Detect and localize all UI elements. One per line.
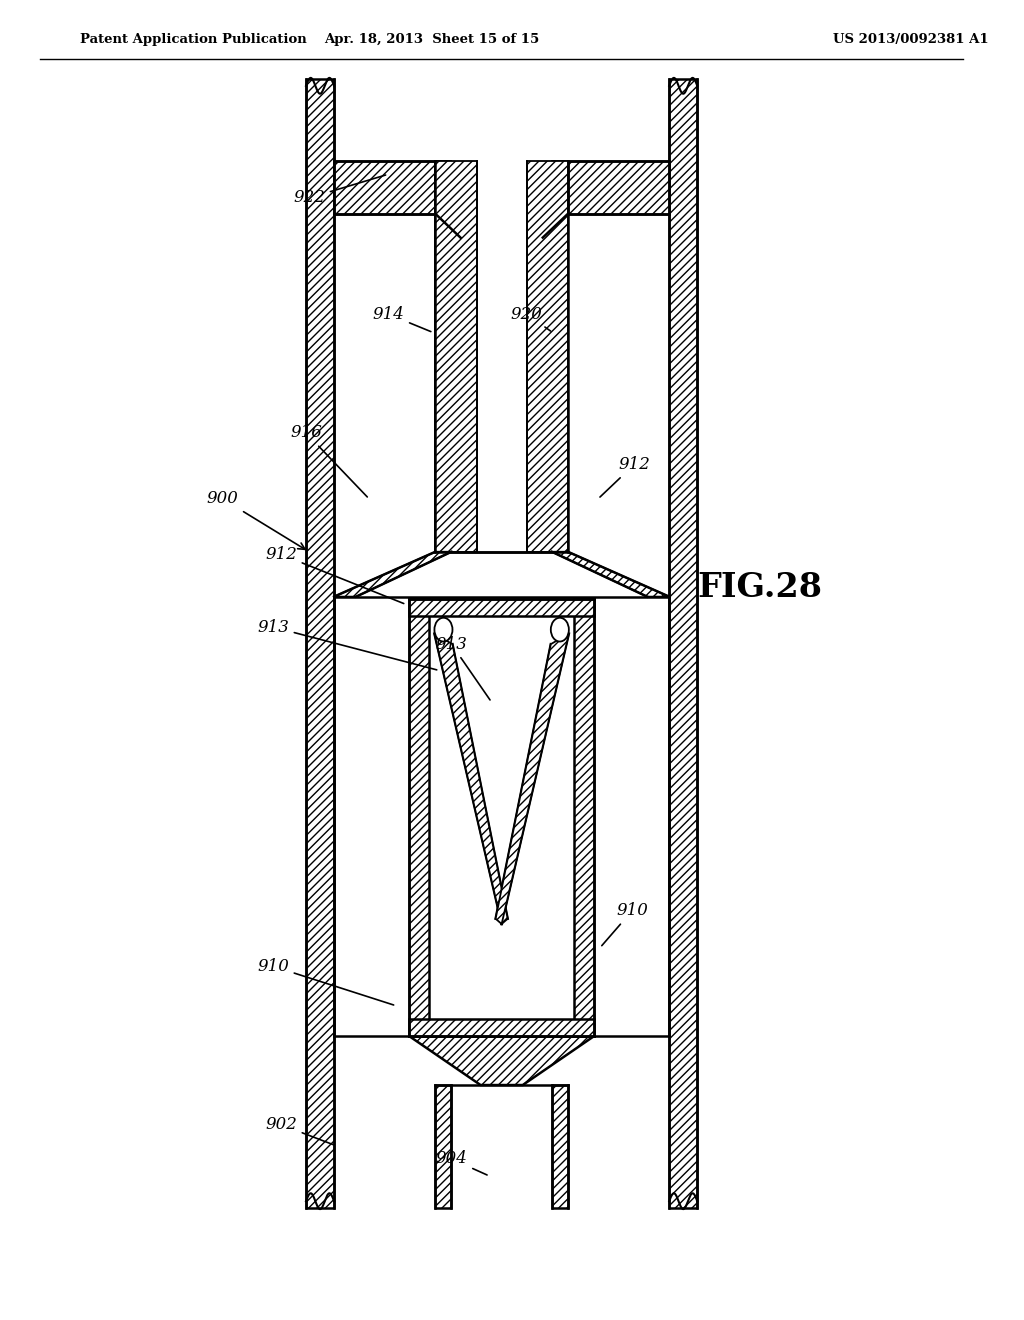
Polygon shape bbox=[334, 552, 452, 597]
Bar bbox=[568, 161, 670, 214]
Text: 910: 910 bbox=[257, 958, 393, 1005]
Bar bbox=[435, 161, 452, 552]
Text: 904: 904 bbox=[435, 1151, 487, 1175]
Text: 920: 920 bbox=[511, 306, 551, 331]
Circle shape bbox=[551, 618, 569, 642]
Text: Patent Application Publication: Patent Application Publication bbox=[80, 33, 307, 46]
Text: 910: 910 bbox=[602, 903, 648, 945]
Text: Apr. 18, 2013  Sheet 15 of 15: Apr. 18, 2013 Sheet 15 of 15 bbox=[324, 33, 539, 46]
Bar bbox=[435, 161, 476, 552]
Bar bbox=[334, 161, 435, 214]
Text: 916: 916 bbox=[290, 425, 368, 496]
Bar bbox=[670, 79, 697, 1208]
Text: US 2013/0092381 A1: US 2013/0092381 A1 bbox=[833, 33, 988, 46]
Circle shape bbox=[434, 618, 453, 642]
Text: 912: 912 bbox=[600, 457, 650, 498]
Text: FIG.28: FIG.28 bbox=[697, 570, 822, 605]
Bar bbox=[435, 1085, 452, 1208]
Text: 913: 913 bbox=[435, 636, 490, 700]
Polygon shape bbox=[552, 552, 670, 597]
Polygon shape bbox=[496, 634, 569, 924]
Bar bbox=[410, 599, 594, 616]
Polygon shape bbox=[410, 1036, 594, 1085]
Polygon shape bbox=[434, 634, 508, 924]
Text: 914: 914 bbox=[373, 306, 431, 331]
Text: 900: 900 bbox=[207, 491, 305, 549]
Bar bbox=[410, 1019, 594, 1036]
Bar bbox=[552, 1085, 568, 1208]
Bar bbox=[573, 599, 594, 1036]
Bar bbox=[306, 79, 334, 1208]
Bar bbox=[552, 161, 568, 552]
Text: 912: 912 bbox=[265, 546, 403, 603]
Text: 902: 902 bbox=[265, 1117, 334, 1144]
Text: 913: 913 bbox=[257, 619, 437, 669]
Text: 922: 922 bbox=[293, 176, 386, 206]
Bar bbox=[410, 599, 429, 1036]
Bar bbox=[526, 161, 568, 552]
Bar bbox=[334, 79, 670, 1208]
